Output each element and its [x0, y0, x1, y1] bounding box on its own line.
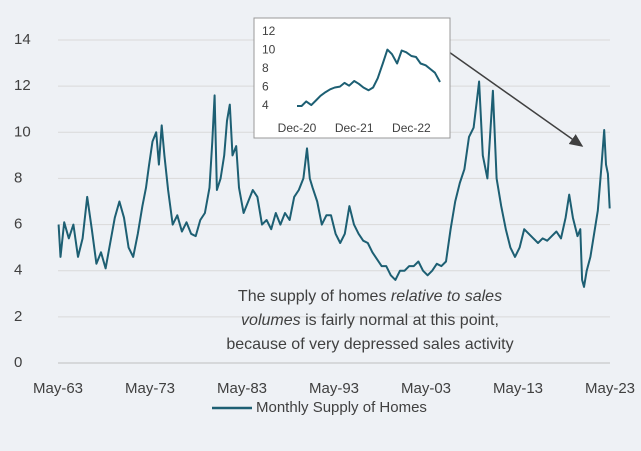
y-tick-label: 14	[14, 31, 31, 48]
arrow	[448, 51, 584, 147]
x-tick-label: Dec-22	[392, 121, 431, 135]
x-tick-label: Dec-21	[335, 121, 374, 135]
y-tick-label: 12	[14, 77, 31, 94]
y-tick-label: 10	[14, 123, 31, 140]
series-line	[57, 80, 611, 288]
x-tick-label: May-63	[33, 380, 83, 397]
x-tick-label: May-13	[493, 380, 543, 397]
inset-chart: 4 6 8 10 12 Dec-20 Dec-21 Dec-22	[262, 24, 441, 135]
y-tick-label: 8	[14, 169, 22, 186]
x-tick-label: Dec-20	[278, 121, 317, 135]
y-tick-label: 6	[262, 80, 269, 94]
annotation-text: is fairly normal at this point,	[305, 312, 499, 329]
legend-label: Monthly Supply of Homes	[256, 399, 427, 416]
y-tick-label: 4	[14, 262, 22, 279]
series-line	[297, 48, 441, 107]
x-tick-label: May-03	[401, 380, 451, 397]
inset-frame	[253, 17, 451, 139]
y-tick-label: 12	[262, 24, 276, 38]
annotation: because of very depressed sales activity	[226, 336, 513, 353]
x-tick-label: May-93	[309, 380, 359, 397]
y-tick-label: 10	[262, 43, 276, 57]
y-tick-label: 0	[14, 354, 22, 371]
y-tick-label: 8	[262, 61, 269, 75]
annotation-text: volumes	[241, 312, 301, 329]
y-tick-label: 6	[14, 216, 22, 233]
y-tick-label: 4	[262, 98, 269, 112]
annotation-text: relative to sales	[391, 288, 502, 305]
main-chart: 0 2 4 6 8 10 12 14 May-63 May-73 May-83 May-93 May-0…	[14, 31, 635, 416]
x-tick-label: May-73	[125, 380, 175, 397]
annotation: The supply of homes relative to sales	[238, 288, 502, 305]
annotation-text: The supply of homes	[238, 288, 387, 305]
annotation: volumes is fairly normal at this point,	[241, 312, 499, 329]
x-tick-label: May-23	[585, 380, 635, 397]
y-tick-label: 2	[14, 308, 22, 325]
x-tick-label: May-83	[217, 380, 267, 397]
